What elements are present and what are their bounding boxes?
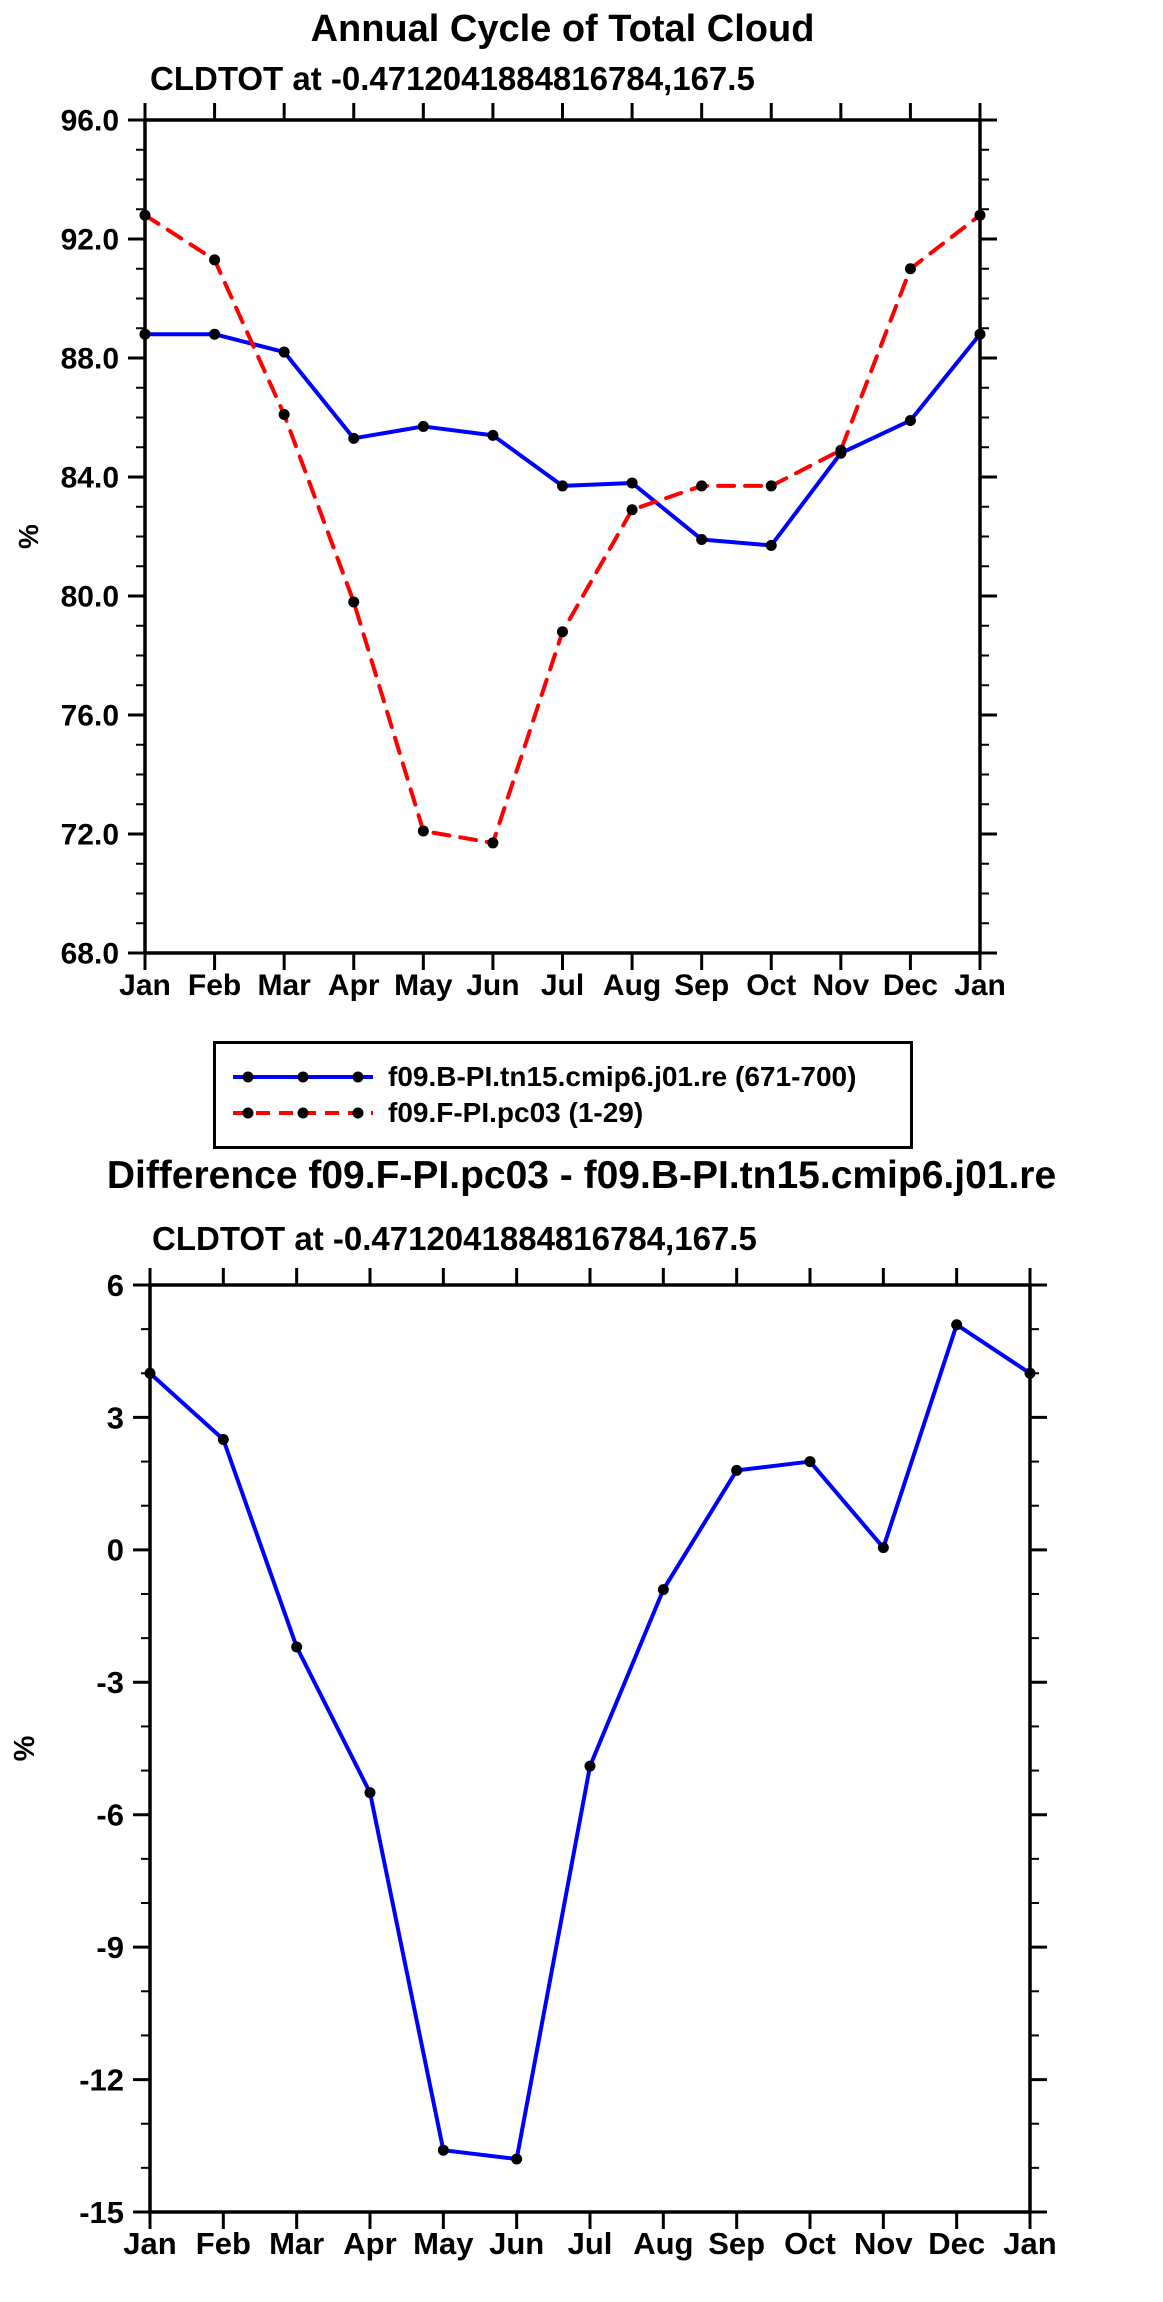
y-tick-label: -6 [96,1798,124,1833]
y-tick-label: 80.0 [61,581,119,614]
x-ticks [143,103,982,970]
series-markers-1 [144,1319,1036,2165]
y-axis-label: % [13,524,44,549]
legend-label-series2: f09.F-PI.pc03 (1-29) [388,1097,644,1128]
x-tick-label: Sep [674,969,729,1002]
y-tick-labels: -15 -12 -9 -6 -3 0 3 6 [79,1268,124,2230]
series-line-1 [148,1322,1032,2162]
chart-2: -15 -12 -9 -6 -3 0 3 6 Jan Feb Mar Apr May Jun Jul Aug S… [9,1268,1057,2261]
x-tick-label: Apr [328,969,380,1002]
y-axis-label: % [9,1735,41,1761]
y-tick-label: 0 [107,1533,124,1568]
y-tick-label: -9 [96,1930,124,1965]
y-tick-label: 92.0 [61,224,119,257]
y-tick-label: 72.0 [61,819,119,852]
x-tick-label: Mar [269,2226,324,2261]
x-tick-label: Aug [633,2226,693,2261]
y-tick-label: 96.0 [61,105,119,138]
x-tick-label: Nov [812,969,869,1002]
x-tick-label: Sep [708,2226,765,2261]
legend-label-series1: f09.B-PI.tn15.cmip6.j01.re (671-700) [388,1061,857,1092]
x-tick-label: Jul [541,969,584,1002]
series-line-1 [143,332,982,548]
major-ticks [128,118,997,955]
x-tick-label: Feb [188,969,241,1002]
x-tick-labels: Jan Feb Mar Apr May Jun Jul Aug Sep Oct Nov Dec Jan [119,969,1006,1002]
x-tick-label: Aug [603,969,661,1002]
minor-ticks [141,1328,1039,2169]
y-tick-label: -12 [79,2062,124,2097]
x-tick-label: Jun [466,969,519,1002]
x-tick-label: Dec [928,2226,985,2261]
legend-line-sample-blue [233,1071,373,1083]
x-tick-label: Oct [746,969,796,1002]
series-line-2 [143,213,982,845]
x-tick-label: Feb [196,2226,251,2261]
x-tick-label: Mar [257,969,311,1002]
legend-item-series2: f09.F-PI.pc03 (1-29) [228,1097,898,1129]
y-tick-label: 3 [107,1400,124,1435]
y-tick-label: 6 [107,1268,124,1303]
x-tick-label: Jul [568,2226,613,2261]
x-tick-label: Apr [343,2226,396,2261]
chart2-title: Difference f09.F-PI.pc03 - f09.B-PI.tn15… [106,1154,1057,1197]
x-tick-labels: Jan Feb Mar Apr May Jun Jul Aug Sep Oct Nov Dec Jan [123,2226,1056,2261]
major-ticks [133,1283,1047,2214]
y-tick-label: 68.0 [61,938,119,971]
y-tick-labels: 68.0 72.0 76.0 80.0 84.0 88.0 92.0 96.0 [61,105,119,971]
plot-frame [143,118,982,955]
minor-ticks [136,148,989,925]
y-tick-label: -15 [79,2195,124,2230]
chart-1: 68.0 72.0 76.0 80.0 84.0 88.0 92.0 96.0 Jan Feb Ma… [13,103,1006,1002]
legend: f09.B-PI.tn15.cmip6.j01.re (671-700) f09… [213,1041,913,1149]
y-tick-label: -3 [96,1665,124,1700]
chart1-subtitle: CLDTOT at -0.4712041884816784,167.5 [150,60,755,97]
x-tick-label: Jan [954,969,1006,1002]
plot-frame [148,1283,1032,2214]
series-markers-1 [139,328,986,551]
y-tick-label: 76.0 [61,700,119,733]
chart2-subtitle: CLDTOT at -0.4712041884816784,167.5 [152,1220,757,1257]
legend-item-series1: f09.B-PI.tn15.cmip6.j01.re (671-700) [228,1061,898,1093]
series-markers-2 [139,209,986,849]
x-tick-label: Jun [489,2226,544,2261]
legend-line-sample-red-dashed [233,1107,373,1119]
y-tick-label: 84.0 [61,462,119,495]
x-tick-label: Jan [123,2226,176,2261]
x-tick-label: Jan [119,969,171,1002]
x-tick-label: Dec [883,969,938,1002]
y-tick-label: 88.0 [61,343,119,376]
x-tick-label: Oct [784,2226,836,2261]
x-tick-label: May [394,969,453,1002]
x-tick-label: May [413,2226,474,2261]
x-tick-label: Nov [854,2226,913,2261]
x-ticks [148,1268,1032,2229]
chart1-title: Annual Cycle of Total Cloud [310,8,815,50]
x-tick-label: Jan [1003,2226,1056,2261]
